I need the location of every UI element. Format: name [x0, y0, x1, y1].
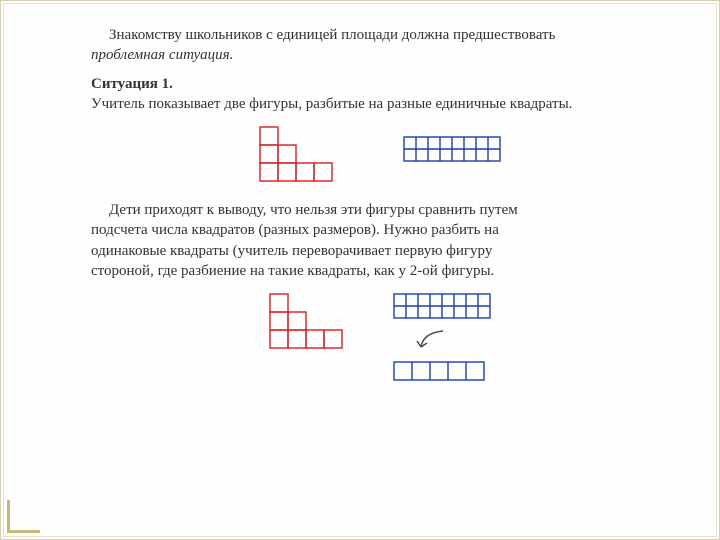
red-step-figure-2	[269, 293, 343, 349]
situation-block: Ситуация 1. Учитель показывает две фигур…	[91, 74, 669, 115]
conclusion-line1: Дети приходят к выводу, что нельзя эти ф…	[91, 200, 518, 220]
page: Знакомству школьников с единицей площади…	[0, 0, 720, 540]
intro-line2: проблемная ситуация.	[91, 47, 233, 63]
conclusion-line4: стороной, где разбиение на такие квадрат…	[91, 263, 494, 279]
situation-title: Ситуация 1.	[91, 76, 173, 92]
blue-small-grid	[393, 361, 485, 381]
intro-line1: Знакомству школьников с единицей площади…	[109, 27, 555, 43]
conclusion-line2: подсчета числа квадратов (разных размеро…	[91, 222, 499, 238]
blue-column	[393, 293, 491, 381]
situation-desc: Учитель показывает две фигуры, разбитые …	[91, 96, 572, 112]
corner-decoration	[7, 500, 40, 533]
conclusion-line3: одинаковые квадраты (учитель переворачив…	[91, 243, 492, 259]
figure-row-2	[91, 293, 669, 381]
conclusion-para: Дети приходят к выводу, что нельзя эти ф…	[91, 200, 669, 281]
blue-grid-figure-1	[403, 136, 501, 162]
figure-row-1	[91, 126, 669, 182]
curved-arrow-icon	[413, 327, 453, 353]
blue-grid-figure-2	[393, 293, 491, 319]
red-step-figure-1	[259, 126, 333, 182]
intro-para: Знакомству школьников с единицей площади…	[91, 25, 669, 66]
